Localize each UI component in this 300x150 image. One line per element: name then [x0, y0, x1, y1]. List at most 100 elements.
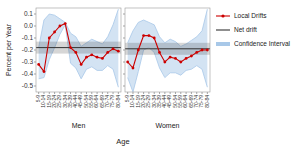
x-tick	[59, 92, 60, 94]
local-point	[195, 51, 198, 54]
x-tick	[207, 92, 208, 94]
x-tick	[186, 92, 187, 94]
x-tick	[180, 92, 181, 94]
x-tick	[154, 92, 155, 94]
local-point	[163, 61, 166, 64]
plot-frame	[36, 8, 121, 92]
y-axis-label: Percent per Year	[5, 23, 13, 76]
x-tick	[175, 92, 176, 94]
x-tick-label: 80-84	[115, 95, 121, 108]
plot-frame	[125, 8, 210, 92]
net-line	[36, 47, 121, 48]
x-tick	[70, 92, 71, 94]
local-point	[37, 63, 40, 66]
local-point	[201, 49, 204, 52]
local-point	[148, 34, 151, 37]
panel-label: Men	[72, 122, 86, 129]
ci-line	[39, 25, 119, 87]
y-tick-label: -0.2	[22, 46, 34, 53]
x-axis-label: Age	[116, 137, 129, 146]
x-tick	[49, 92, 50, 94]
x-tick	[132, 92, 133, 94]
legend-label: Local Drifts	[234, 12, 267, 19]
legend: Local Drifts Net drift Confidence Interval	[216, 12, 291, 47]
x-tick	[81, 92, 82, 94]
local-point	[74, 51, 77, 54]
local-point	[64, 22, 67, 25]
y-tick-label: 0.1	[24, 10, 33, 17]
x-tick	[196, 92, 197, 94]
x-tick	[43, 92, 44, 94]
local-point	[153, 37, 156, 40]
x-tick	[170, 92, 171, 94]
x-tick	[159, 92, 160, 94]
x-tick	[202, 92, 203, 94]
local-line	[39, 24, 119, 72]
x-tick	[148, 92, 149, 94]
x-tick	[102, 92, 103, 94]
legend-label: Confidence Interval	[234, 40, 291, 47]
local-point	[43, 70, 46, 73]
local-point	[90, 53, 93, 56]
x-tick	[86, 92, 87, 94]
local-point	[132, 67, 135, 70]
x-tick	[164, 92, 165, 94]
local-point	[206, 49, 209, 52]
y-tick	[123, 26, 125, 27]
x-tick	[38, 92, 39, 94]
plot-area	[125, 9, 210, 92]
legend-label: Net drift	[234, 26, 257, 33]
y-tick-label: -0.1	[22, 34, 34, 41]
local-point	[158, 51, 161, 54]
local-point	[137, 49, 140, 52]
x-tick	[75, 92, 76, 94]
local-point	[142, 34, 145, 37]
local-point	[169, 56, 172, 59]
local-point	[85, 56, 88, 59]
ci-line	[128, 9, 208, 46]
local-point	[80, 63, 83, 66]
plot-background	[36, 8, 121, 92]
chart: -0.5-0.4-0.3-0.2-0.10.00.15-910-1415-192…	[0, 0, 300, 150]
legend-swatch	[216, 29, 230, 30]
y-tick-label: 0.0	[24, 22, 33, 29]
local-point	[96, 56, 99, 59]
y-tick	[123, 38, 125, 39]
local-point	[69, 46, 72, 49]
y-tick	[123, 86, 125, 87]
x-tick	[97, 92, 98, 94]
y-tick	[123, 14, 125, 15]
x-tick	[127, 92, 128, 94]
x-tick	[65, 92, 66, 94]
y-tick-label: -0.3	[22, 58, 34, 65]
x-tick	[107, 92, 108, 94]
local-point	[48, 37, 51, 40]
local-line	[128, 36, 208, 68]
local-point	[59, 25, 62, 28]
local-point	[174, 57, 177, 60]
plot-area	[36, 9, 121, 87]
local-point	[53, 31, 56, 34]
local-point	[190, 55, 193, 58]
panel-label: Women	[156, 122, 180, 129]
local-point	[126, 61, 129, 64]
plot-background	[125, 8, 210, 92]
y-tick	[123, 50, 125, 51]
y-tick-label: -0.4	[22, 70, 34, 77]
legend-swatch	[216, 42, 230, 46]
y-tick	[123, 62, 125, 63]
x-tick-label: 80-84	[204, 95, 210, 108]
local-point	[117, 50, 120, 53]
local-point	[179, 61, 182, 64]
local-point	[185, 57, 188, 60]
x-tick	[118, 92, 119, 94]
x-tick	[191, 92, 192, 94]
legend-marker	[221, 14, 224, 17]
x-tick	[91, 92, 92, 94]
x-tick	[54, 92, 55, 94]
local-point	[112, 47, 115, 50]
x-tick	[143, 92, 144, 94]
y-tick	[123, 74, 125, 75]
y-tick-label: -0.5	[22, 82, 34, 89]
local-point	[106, 51, 109, 54]
